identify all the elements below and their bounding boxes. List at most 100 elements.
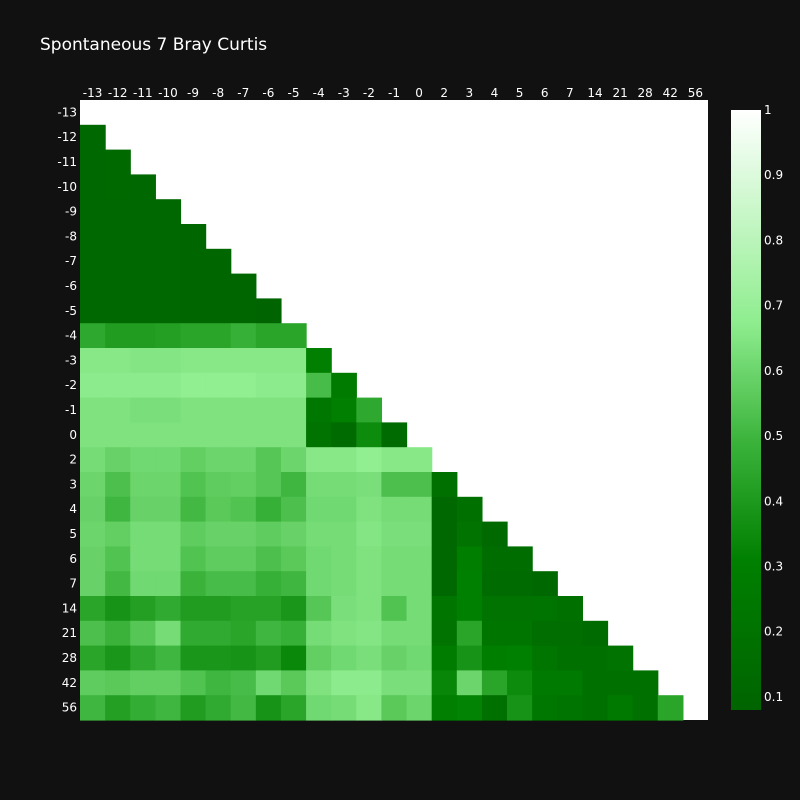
- heatmap-cell: [130, 224, 156, 250]
- colorbar-tick-label: 0.3: [764, 560, 783, 574]
- y-axis-ticks: -13-12-11-10-9-8-7-6-5-4-3-2-10234567142…: [57, 105, 77, 714]
- x-tick-label: -6: [262, 86, 274, 100]
- heatmap-cell: [180, 447, 207, 473]
- heatmap-cell: [280, 422, 307, 448]
- heatmap-cell: [381, 620, 408, 647]
- heatmap-cell: [105, 645, 131, 671]
- heatmap-cell: [205, 596, 232, 622]
- y-tick-label: -5: [65, 304, 77, 318]
- heatmap-cell: [105, 174, 131, 200]
- heatmap-cell: [356, 645, 383, 671]
- heatmap-cell: [431, 695, 458, 721]
- heatmap-cell: [356, 670, 383, 696]
- y-tick-label: 6: [69, 552, 77, 566]
- heatmap-cell: [180, 596, 207, 622]
- colorbar-tick-label: 0.2: [764, 625, 783, 639]
- heatmap-cell: [280, 546, 307, 572]
- heatmap-cell: [280, 447, 307, 473]
- heatmap-cell: [205, 323, 232, 349]
- heatmap-cell: [230, 546, 257, 572]
- heatmap-cell: [481, 571, 508, 597]
- heatmap-cell: [80, 149, 106, 175]
- heatmap-cell: [306, 620, 332, 647]
- x-tick-label: -8: [212, 86, 224, 100]
- heatmap-cell: [306, 397, 332, 423]
- y-tick-label: -13: [57, 105, 77, 119]
- heatmap-cell: [205, 521, 232, 547]
- heatmap-cell: [481, 695, 508, 721]
- heatmap-cell: [557, 670, 583, 696]
- heatmap-cell: [130, 348, 156, 374]
- x-axis-ticks: -13 -12 -11 -10 -9 -8 -7 -6 -5 -4 -3 -2 -1 0 2 3 4 5 6 7 14 2…: [83, 86, 703, 100]
- colorbar-bar: [731, 110, 761, 710]
- heatmap-cell: [130, 596, 156, 622]
- heatmap-cell: [155, 323, 182, 349]
- heatmap-cell: [406, 447, 433, 473]
- heatmap-cell: [80, 472, 106, 498]
- heatmap-cell: [331, 645, 357, 671]
- heatmap-cell: [356, 447, 383, 473]
- heatmap-cell: [230, 496, 257, 523]
- x-tick-label: 4: [491, 86, 499, 100]
- colorbar-tick-label: 0.5: [764, 429, 783, 443]
- heatmap-cell: [205, 670, 232, 696]
- heatmap-cell: [130, 422, 156, 448]
- heatmap-cell: [105, 422, 131, 448]
- heatmap-cell: [205, 422, 232, 448]
- heatmap-cell: [431, 546, 458, 572]
- heatmap-cell: [507, 620, 533, 647]
- heatmap-cell: [80, 645, 106, 671]
- x-tick-label: 5: [516, 86, 524, 100]
- heatmap-cell: [406, 496, 433, 523]
- heatmap-cell: [280, 496, 307, 523]
- heatmap-cell: [431, 620, 458, 647]
- x-tick-label: 14: [587, 86, 602, 100]
- heatmap-cell: [130, 298, 156, 324]
- heatmap-cells: [80, 124, 684, 721]
- heatmap-cell: [507, 571, 533, 597]
- heatmap-cell: [481, 670, 508, 696]
- heatmap-cell: [331, 695, 357, 721]
- x-tick-label: -4: [313, 86, 325, 100]
- x-tick-label: 42: [663, 86, 678, 100]
- x-tick-label: 3: [466, 86, 474, 100]
- heatmap-cell: [155, 521, 182, 547]
- heatmap-cell: [130, 472, 156, 498]
- heatmap-cell: [280, 397, 307, 423]
- heatmap-cell: [105, 224, 131, 250]
- heatmap-cell: [280, 620, 307, 647]
- heatmap-cell: [155, 298, 182, 324]
- heatmap-cell: [406, 571, 433, 597]
- heatmap-cell: [180, 348, 207, 374]
- heatmap-cell: [431, 645, 458, 671]
- heatmap-cell: [80, 348, 106, 374]
- heatmap-cell: [255, 645, 282, 671]
- heatmap-cell: [306, 496, 332, 523]
- heatmap-cell: [230, 521, 257, 547]
- heatmap-cell: [155, 248, 182, 275]
- colorbar-tick-label: 0.7: [764, 299, 783, 313]
- heatmap-cell: [356, 596, 383, 622]
- colorbar-tick-label: 0.8: [764, 233, 783, 247]
- y-tick-label: -2: [65, 378, 77, 392]
- heatmap-cell: [80, 372, 106, 399]
- heatmap-cell: [180, 695, 207, 721]
- heatmap-cell: [557, 695, 583, 721]
- x-tick-label: 6: [541, 86, 549, 100]
- heatmap-cell: [507, 645, 533, 671]
- heatmap-cell: [230, 422, 257, 448]
- x-tick-label: -12: [108, 86, 128, 100]
- heatmap-cell: [481, 546, 508, 572]
- heatmap-cell: [180, 546, 207, 572]
- heatmap-cell: [155, 620, 182, 647]
- heatmap-cell: [306, 422, 332, 448]
- heatmap-cell: [130, 695, 156, 721]
- heatmap-cell: [205, 571, 232, 597]
- heatmap-cell: [105, 447, 131, 473]
- heatmap-cell: [456, 695, 483, 721]
- heatmap-cell: [80, 496, 106, 523]
- heatmap-cell: [431, 571, 458, 597]
- heatmap-cell: [205, 620, 232, 647]
- heatmap-cell: [180, 323, 207, 349]
- heatmap-cell: [180, 372, 207, 399]
